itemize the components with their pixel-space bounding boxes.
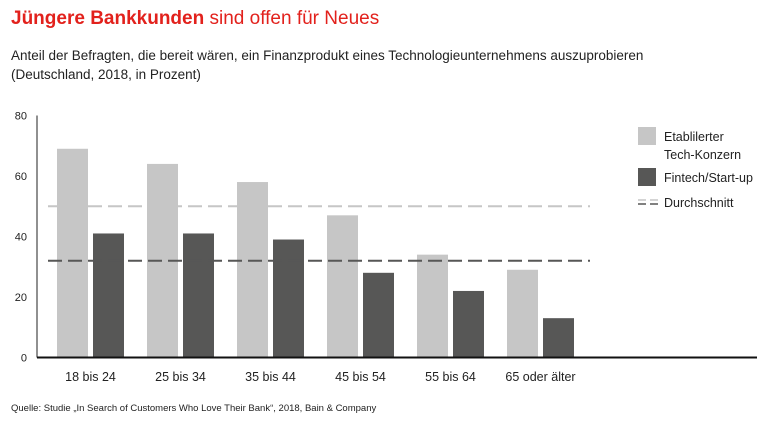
bar-tech-konzern: [237, 182, 268, 358]
x-tick-label: 45 bis 54: [335, 370, 386, 384]
subtitle-line-2: (Deutschland, 2018, in Prozent): [11, 67, 201, 82]
y-tick-label: 40: [15, 232, 27, 244]
chart-title: Jüngere Bankkunden sind offen für Neues: [11, 8, 379, 30]
bar-fintech: [93, 233, 124, 358]
bar-tech-konzern: [327, 215, 358, 358]
y-tick-label: 0: [21, 353, 27, 365]
bar-fintech: [543, 318, 574, 358]
bar-tech-konzern: [507, 269, 538, 358]
x-tick-label: 35 bis 44: [245, 370, 296, 384]
bar-tech-konzern: [57, 148, 88, 358]
legend-label-average: Durchschnitt: [664, 196, 734, 210]
legend-swatch-fintech: [638, 168, 656, 186]
y-tick-label: 80: [15, 111, 27, 123]
legend-swatch-tech-konzern: [638, 127, 656, 145]
bar-fintech: [363, 272, 394, 358]
legend-label: Etablilerter: [664, 130, 724, 144]
bar-fintech: [273, 239, 304, 358]
bar-tech-konzern: [417, 254, 448, 358]
x-tick-label: 25 bis 34: [155, 370, 206, 384]
x-tick-label: 65 oder älter: [505, 370, 575, 384]
x-tick-label: 18 bis 24: [65, 370, 116, 384]
title-rest: sind offen für Neues: [209, 8, 380, 29]
source-note: Quelle: Studie „In Search of Customers W…: [11, 403, 377, 414]
legend-label: Fintech/Start-up: [664, 171, 753, 185]
bar-fintech: [183, 233, 214, 358]
title-bold: Jüngere Bankkunden: [11, 8, 205, 29]
bar-fintech: [453, 290, 484, 358]
chart-subtitle: Anteil der Befragten, die bereit wären, …: [11, 46, 643, 84]
x-tick-label: 55 bis 64: [425, 370, 476, 384]
y-tick-label: 20: [15, 292, 27, 304]
y-tick-label: 60: [15, 171, 27, 183]
legend-label: Tech-Konzern: [664, 148, 741, 162]
subtitle-line-1: Anteil der Befragten, die bereit wären, …: [11, 48, 644, 63]
